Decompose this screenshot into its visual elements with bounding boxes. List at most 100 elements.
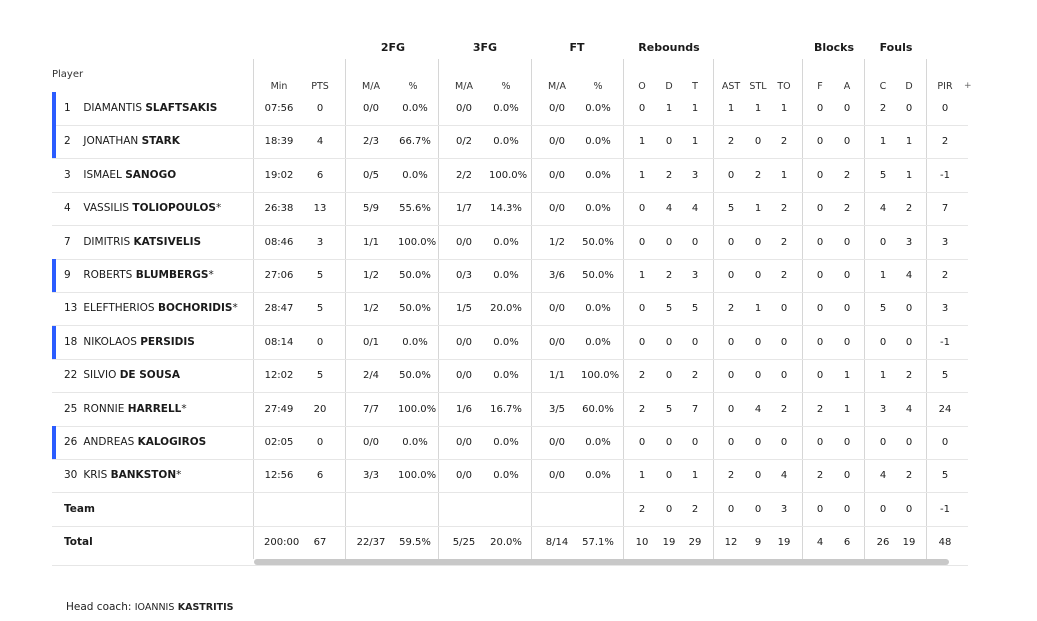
stat-stl: 0 [754, 437, 762, 448]
stat-ft: 3/5 [548, 403, 566, 415]
col-fouls-committed-header[interactable]: C [879, 81, 887, 92]
stat-fc: 3 [879, 403, 887, 415]
player-name[interactable]: 13 ELEFTHERIOS BOCHORIDIS* [64, 292, 238, 325]
stat-ast: 0 [727, 169, 735, 181]
stat-o: 10 [635, 537, 649, 549]
col-stl-header[interactable]: STL [749, 81, 767, 92]
col-def-reb-header[interactable]: D [665, 81, 673, 92]
col-pir-header[interactable]: PIR [937, 81, 953, 92]
head-coach-last-name[interactable]: KASTRITIS [177, 602, 234, 613]
table-row[interactable]: 26 ANDREAS KALOGIROS 02:05 0 0/0 0.0% 0/0 0.0%… [52, 426, 968, 460]
stat-fg3p: 20.0% [490, 303, 522, 315]
stat-min [264, 493, 294, 526]
player-name[interactable]: 1 DIAMANTIS SLAFTSAKIS [64, 92, 217, 125]
more-columns-icon[interactable]: + [964, 81, 972, 91]
table-row[interactable]: 30 KRIS BANKSTON* 12:56 6 3/3 100.0% 0/0 0.0% 0… [52, 459, 968, 494]
player-name[interactable]: 30 KRIS BANKSTON* [64, 459, 181, 492]
stat-fg3p: 0.0% [493, 370, 519, 382]
player-name[interactable]: 3 ISMAEL SANOGO [64, 159, 176, 192]
col-ft-ma-header[interactable]: M/A [548, 81, 566, 92]
col-2fg-pct-header[interactable]: % [408, 81, 418, 92]
col-fouls-drawn-header[interactable]: D [905, 81, 913, 92]
stat-to: 2 [780, 270, 788, 281]
table-row[interactable]: 18 NIKOLAOS PERSIDIS 08:14 0 0/1 0.0% 0/0 0.0%… [52, 325, 968, 360]
horizontal-scrollbar[interactable] [254, 559, 949, 565]
player-name[interactable]: 26 ANDREAS KALOGIROS [64, 426, 206, 459]
player-last-name: HARRELL [127, 402, 182, 415]
player-name[interactable]: 7 DIMITRIS KATSIVELIS [64, 226, 201, 259]
col-ast-header[interactable]: AST [721, 81, 741, 92]
col-tot-reb-header[interactable]: T [692, 81, 698, 92]
starter-indicator [52, 125, 56, 159]
player-name[interactable]: 22 SILVIO DE SOUSA [64, 359, 180, 392]
col-blk-against-header[interactable]: A [843, 81, 851, 92]
stat-fg2: 0/0 [362, 437, 380, 448]
stat-fc: 2 [879, 103, 887, 114]
col-min-header[interactable]: Min [270, 81, 288, 92]
table-row[interactable]: 1 DIAMANTIS SLAFTSAKIS 07:56 0 0/0 0.0% 0/0 0.… [52, 92, 968, 126]
table-row[interactable]: 13 ELEFTHERIOS BOCHORIDIS* 28:47 5 1/2 50.0%… [52, 292, 968, 327]
table-row[interactable]: 9 ROBERTS BLUMBERGS* 27:06 5 1/2 50.0% 0/3 0.0… [52, 259, 968, 293]
table-row[interactable]: 7 DIMITRIS KATSIVELIS 08:46 3 1/1 100.0% 0/0 0… [52, 226, 968, 260]
group-2fg-header: 2FG [380, 41, 406, 54]
stat-t: 0 [691, 236, 699, 248]
col-to-header[interactable]: TO [777, 81, 791, 92]
stat-pts [305, 493, 335, 526]
player-first-name: DIMITRIS [83, 235, 131, 248]
player-mark: * [216, 202, 222, 215]
table-row[interactable]: 2 JONATHAN STARK 18:39 4 2/3 66.7% 0/2 0.0% 0/0… [52, 125, 968, 160]
stat-bf: 0 [816, 437, 824, 448]
col-3fg-ma-header[interactable]: M/A [455, 81, 473, 92]
player-first-name: RONNIE [83, 402, 125, 415]
table-row[interactable]: 3 ISMAEL SANOGO 19:02 6 0/5 0.0% 2/2 100.0% 0/0… [52, 159, 968, 193]
stat-ast: 0 [727, 403, 735, 415]
stat-pir: -1 [940, 169, 950, 181]
stat-t: 0 [691, 336, 699, 348]
stat-bf: 0 [816, 370, 824, 382]
stat-ba: 6 [843, 537, 851, 549]
stat-fg2p: 66.7% [399, 136, 431, 148]
player-name[interactable]: 9 ROBERTS BLUMBERGS* [64, 259, 214, 292]
stat-fg3: 1/6 [455, 403, 473, 415]
player-name[interactable]: 4 VASSILIS TOLIOPOULOS* [64, 192, 221, 225]
player-name[interactable]: 2 JONATHAN STARK [64, 125, 180, 158]
table-row[interactable]: 4 VASSILIS TOLIOPOULOS* 26:38 13 5/9 55.6% 1/… [52, 192, 968, 227]
player-first-name: ROBERTS [83, 269, 133, 281]
player-last-name: BOCHORIDIS [157, 302, 233, 315]
player-name[interactable]: 18 NIKOLAOS PERSIDIS [64, 326, 195, 359]
stat-o: 2 [638, 403, 646, 415]
col-ft-pct-header[interactable]: % [593, 81, 603, 92]
stat-ba: 0 [843, 336, 851, 348]
col-blk-for-header[interactable]: F [817, 81, 823, 92]
stat-ba: 0 [843, 103, 851, 114]
stat-ftp: 50.0% [582, 236, 614, 248]
stat-pts: 5 [316, 270, 324, 281]
group-3fg-header: 3FG [472, 41, 498, 54]
stat-t: 1 [691, 136, 699, 148]
player-number: 1 [64, 102, 71, 114]
stat-fg2: 2/4 [362, 370, 380, 382]
stat-d: 0 [665, 437, 673, 448]
stat-ft: 0/0 [548, 437, 566, 448]
col-off-reb-header[interactable]: O [638, 81, 646, 92]
player-last-name: SLAFTSAKIS [145, 102, 218, 114]
player-first-name: JONATHAN [83, 135, 139, 148]
col-pts-header[interactable]: PTS [311, 81, 329, 92]
head-coach-label: Head coach: [66, 601, 132, 613]
player-last-name: BANKSTON [110, 469, 177, 482]
player-last-name: STARK [141, 135, 180, 148]
stat-d: 2 [665, 169, 673, 181]
stat-ftp: 0.0% [585, 336, 611, 348]
player-first-name: SILVIO [83, 369, 117, 382]
table-row[interactable]: 25 RONNIE HARRELL* 27:49 20 7/7 100.0% 1/6 16.… [52, 393, 968, 427]
stat-t: 29 [688, 537, 702, 549]
col-3fg-pct-header[interactable]: % [501, 81, 511, 92]
col-2fg-ma-header[interactable]: M/A [362, 81, 380, 92]
head-coach-first-name[interactable]: IOANNIS [134, 602, 175, 613]
stat-to: 1 [780, 169, 788, 181]
player-name[interactable]: 25 RONNIE HARRELL* [64, 393, 187, 426]
team-row-label: Team [64, 502, 95, 515]
stat-ft: 0/0 [548, 103, 566, 114]
table-row[interactable]: 22 SILVIO DE SOUSA 12:02 5 2/4 50.0% 0/0 0.0% 1… [52, 359, 968, 394]
stat-min: 07:56 [264, 103, 294, 114]
